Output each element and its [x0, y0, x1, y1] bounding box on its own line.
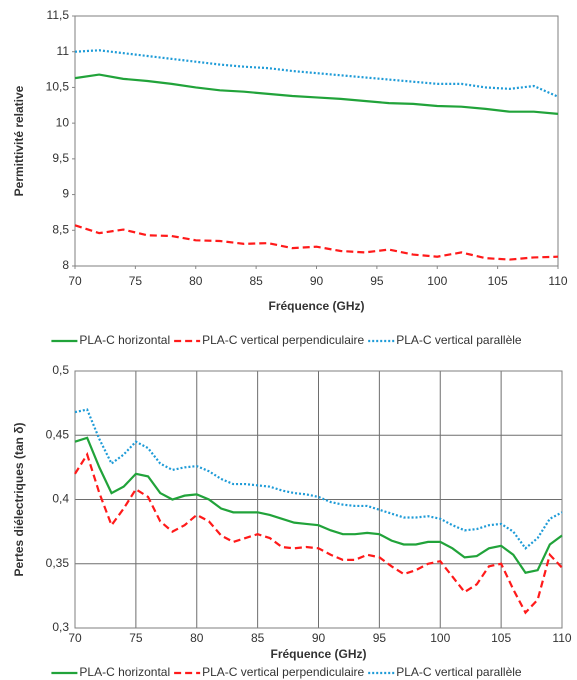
plot-frame [74, 370, 563, 629]
legend-item: PLA-C horizontal [51, 665, 170, 679]
chart: 8 8,5 9 9,5 10 10,5 11 11,5 70 75 80 85 90 95 100 105 11… [12, 8, 568, 347]
x-tick-label: 105 [491, 631, 511, 645]
legend-label: PLA-C horizontal [79, 333, 170, 347]
y-tick-label: 11,5 [47, 8, 70, 22]
x-tick-label: 75 [129, 274, 143, 288]
legend-label: PLA-C vertical perpendiculaire [202, 333, 364, 347]
legend-item: PLA-C vertical parallèle [368, 333, 522, 347]
y-tick-label: 0,4 [52, 492, 69, 506]
x-tick-label: 75 [129, 631, 143, 645]
y-tick-label: 10,5 [46, 80, 70, 94]
y-tick-label: 0,35 [46, 556, 70, 570]
y-tick-label: 0,5 [52, 363, 69, 377]
y-tick-label: 11 [57, 44, 70, 58]
chart: 0,3 0,35 0,4 0,45 0,5 70 75 80 85 90 95 100 105 110 Fr… [12, 363, 572, 679]
y-tick-label: 9,5 [52, 151, 69, 165]
x-axis-label: Fréquence (GHz) [268, 299, 364, 313]
y-tick-label: 8 [62, 258, 69, 272]
x-tick-label: 85 [251, 631, 265, 645]
x-tick-label: 110 [552, 631, 571, 645]
x-tick-label: 90 [310, 274, 324, 288]
legend-item: PLA-C vertical perpendiculaire [174, 665, 365, 679]
series-line [74, 49, 559, 98]
legend: PLA-C horizontal PLA-C vertical perpendic… [51, 665, 522, 679]
x-tick-label: 80 [190, 631, 204, 645]
y-tick-label: 9 [62, 187, 69, 201]
y-axis-label: Permittivité relative [12, 85, 26, 196]
series-line [74, 451, 563, 615]
y-tick-label: 0,3 [52, 620, 69, 634]
series-line [74, 436, 563, 574]
x-tick-label: 95 [370, 274, 384, 288]
plot-frame [74, 15, 559, 267]
legend-item: PLA-C vertical perpendiculaire [174, 333, 365, 347]
series-line [74, 73, 559, 115]
legend-item: PLA-C vertical parallèle [368, 665, 522, 679]
legend-label: PLA-C vertical perpendiculaire [202, 665, 364, 679]
series-line [74, 408, 563, 550]
y-tick-label: 10 [56, 115, 70, 129]
y-tick-label: 8,5 [52, 222, 69, 236]
x-tick-label: 85 [249, 274, 263, 288]
legend-label: PLA-C vertical parallèle [396, 333, 522, 347]
series-line [74, 224, 559, 261]
x-tick-label: 110 [548, 274, 567, 288]
legend-item: PLA-C horizontal [51, 333, 170, 347]
legend-label: PLA-C vertical parallèle [396, 665, 522, 679]
legend: PLA-C horizontal PLA-C vertical perpendic… [51, 333, 522, 347]
legend-label: PLA-C horizontal [79, 665, 170, 679]
x-tick-label: 70 [68, 631, 82, 645]
x-tick-label: 80 [189, 274, 203, 288]
x-tick-label: 100 [427, 274, 447, 288]
x-tick-label: 95 [373, 631, 387, 645]
x-tick-label: 100 [430, 631, 450, 645]
y-tick-label: 0,45 [46, 427, 70, 441]
y-axis-label: Pertes diélectriques (tan δ) [12, 423, 26, 577]
x-tick-label: 70 [68, 274, 82, 288]
x-axis-label: Fréquence (GHz) [270, 647, 366, 661]
x-tick-label: 90 [312, 631, 326, 645]
x-tick-label: 105 [488, 274, 508, 288]
